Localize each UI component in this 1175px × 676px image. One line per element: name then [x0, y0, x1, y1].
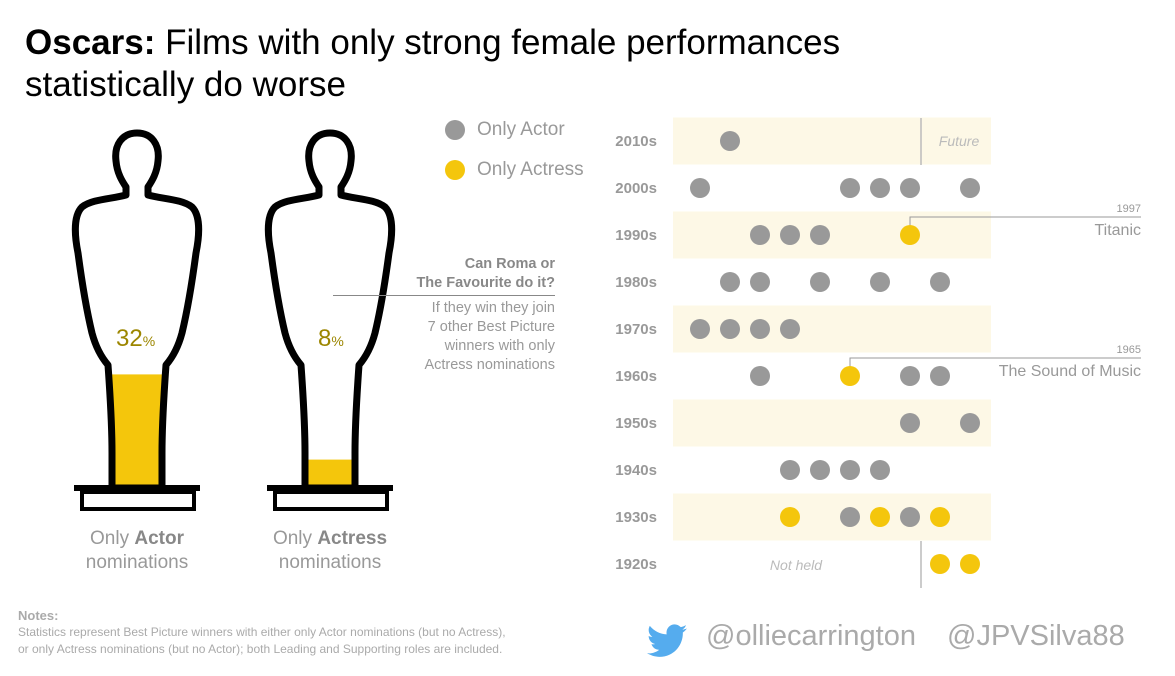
dot-only-actor — [930, 272, 950, 292]
decade-label: 1940s — [615, 462, 657, 479]
decade-label: 1920s — [615, 556, 657, 573]
dot-only-actor — [810, 272, 830, 292]
dot-only-actor — [780, 225, 800, 245]
dot-only-actress — [780, 507, 800, 527]
decade-label: 2010s — [615, 133, 657, 150]
dot-only-actor — [750, 366, 770, 386]
page-title: Oscars: Films with only strong female pe… — [25, 23, 841, 104]
annotation-year: 1965 — [1117, 344, 1141, 356]
decade-label: 1950s — [615, 415, 657, 432]
annotation-title: Titanic — [1094, 222, 1141, 239]
annotation-year: 1997 — [1117, 203, 1141, 215]
callout-divider — [333, 295, 555, 296]
dot-only-actor — [810, 225, 830, 245]
statue-base-top — [74, 485, 200, 491]
dot-only-actor — [930, 366, 950, 386]
future-label: Future — [939, 133, 980, 149]
dot-only-actor — [870, 178, 890, 198]
not-held-label: Not held — [770, 557, 823, 573]
gray-dot-icon — [445, 120, 465, 140]
decade-label: 2000s — [615, 180, 657, 197]
dot-only-actor — [810, 460, 830, 480]
dot-only-actor — [750, 272, 770, 292]
dot-only-actor — [720, 131, 740, 151]
dot-only-actor — [840, 460, 860, 480]
dot-only-actor — [960, 178, 980, 198]
caption-actor: Only Actor nominations — [85, 528, 189, 573]
statues-graphic — [0, 0, 600, 511]
notes: Notes: Statistics represent Best Picture… — [18, 608, 506, 656]
dot-only-actor — [840, 507, 860, 527]
dot-only-actor — [720, 272, 740, 292]
credit-handle-1[interactable]: @olliecarrington — [706, 620, 916, 652]
dot-only-actor — [900, 178, 920, 198]
dot-only-actor — [780, 319, 800, 339]
dot-only-actress — [840, 366, 860, 386]
dot-only-actor — [960, 413, 980, 433]
callout-heading: Can Roma or The Favourite do it? — [416, 256, 555, 291]
statue-base-top — [267, 485, 393, 491]
decade-band — [673, 211, 991, 259]
credit-handle-2[interactable]: @JPVSilva88 — [947, 620, 1125, 652]
decade-dot-chart: 2010s 2000s 1990s 1980s 1970s 1960s 1950s 1940s… — [615, 117, 1141, 588]
statue-base — [80, 490, 196, 511]
dot-only-actor — [690, 178, 710, 198]
decade-label: 1980s — [615, 274, 657, 291]
legend-only-actor: Only Actor — [445, 119, 565, 141]
decade-label: 1970s — [615, 321, 657, 338]
annotation-title: The Sound of Music — [999, 363, 1141, 380]
percent-actress: 8% — [318, 325, 344, 352]
dot-only-actor — [900, 413, 920, 433]
percent-actor: 32% — [116, 325, 156, 352]
statue-base — [273, 490, 389, 511]
dot-only-actor — [870, 272, 890, 292]
dot-only-actress — [930, 554, 950, 574]
dot-only-actress — [900, 225, 920, 245]
dot-only-actor — [780, 460, 800, 480]
gold-dot-icon — [445, 160, 465, 180]
decade-band — [673, 399, 991, 447]
dot-only-actor — [750, 319, 770, 339]
dot-only-actor — [900, 507, 920, 527]
decade-label: 1930s — [615, 509, 657, 526]
dot-only-actor — [690, 319, 710, 339]
callout-body: If they win they join 7 other Best Pictur… — [424, 300, 555, 373]
dot-only-actress — [960, 554, 980, 574]
dot-only-actor — [750, 225, 770, 245]
dot-only-actress — [870, 507, 890, 527]
dot-only-actor — [870, 460, 890, 480]
dot-only-actor — [900, 366, 920, 386]
caption-actress: Only Actress nominations — [272, 528, 388, 573]
twitter-icon[interactable] — [647, 624, 687, 658]
decade-label: 1990s — [615, 227, 657, 244]
decade-label: 1960s — [615, 368, 657, 385]
legend-only-actress: Only Actress — [445, 159, 584, 181]
dot-only-actor — [840, 178, 860, 198]
dot-only-actor — [720, 319, 740, 339]
dot-only-actress — [930, 507, 950, 527]
